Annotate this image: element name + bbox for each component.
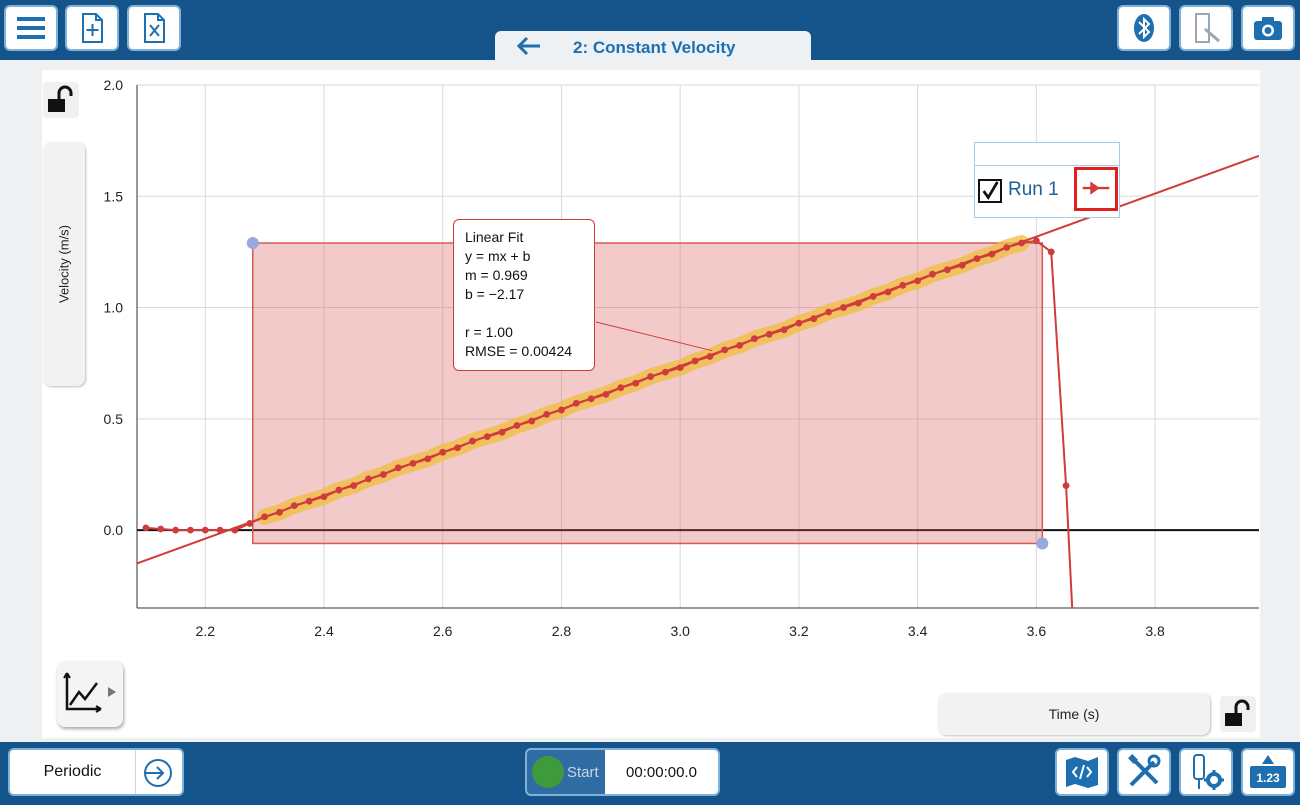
tools-icon — [1128, 754, 1161, 787]
excel-file-icon — [144, 13, 165, 43]
x-axis-lock-button[interactable] — [1220, 696, 1256, 732]
fit-title: Linear Fit — [465, 229, 524, 245]
graph-options-button[interactable] — [57, 661, 123, 727]
camera-button[interactable] — [1241, 5, 1295, 51]
data-collection-settings-icon[interactable] — [140, 755, 176, 791]
bottom-toolbar: Periodic Start 00:00:00.0 — [0, 742, 1300, 805]
tools-button[interactable] — [1117, 748, 1171, 796]
sensor-button[interactable] — [1179, 5, 1233, 51]
y-axis-label: Velocity (m/s) — [56, 224, 72, 304]
linear-fit-annotation[interactable]: Linear Fit y = mx + b m = 0.969 b = −2.1… — [453, 219, 595, 371]
menu-icon — [17, 17, 45, 39]
sensor-icon — [1195, 13, 1220, 43]
meter-button[interactable]: 1.23 — [1241, 748, 1295, 796]
unlocked-padlock-icon — [1225, 699, 1250, 726]
fit-correlation: r = 1.00 — [465, 324, 513, 340]
graph-icon — [63, 672, 116, 713]
collection-mode-label: Periodic — [10, 750, 136, 794]
bluetooth-button[interactable] — [1117, 5, 1171, 51]
legend-divider — [975, 165, 1119, 166]
meter-label: 1.23 — [1256, 771, 1280, 785]
spacer — [465, 304, 583, 323]
start-button[interactable]: Start — [527, 750, 605, 794]
start-indicator-icon — [532, 756, 564, 788]
start-label: Start — [567, 763, 599, 781]
fit-intercept: b = −2.17 — [465, 286, 525, 302]
start-control-group: Start 00:00:00.0 — [525, 748, 720, 796]
new-file-icon — [82, 13, 103, 43]
fit-rmse: RMSE = 0.00424 — [465, 343, 573, 359]
legend-checkbox[interactable] — [978, 179, 1002, 203]
x-axis-label-button[interactable]: Time (s) — [938, 693, 1210, 735]
checkmark-icon — [982, 181, 999, 201]
new-file-button[interactable] — [65, 5, 119, 51]
graph-analysis-button[interactable] — [1055, 748, 1109, 796]
meter-icon: 1.23 — [1250, 755, 1286, 788]
legend-run-label: Run 1 — [1008, 179, 1059, 200]
y-axis-label-button[interactable]: Velocity (m/s) — [43, 142, 85, 386]
collection-mode-selector[interactable]: Periodic — [8, 748, 184, 796]
menu-button[interactable] — [4, 5, 58, 51]
excel-file-button[interactable] — [127, 5, 181, 51]
unlocked-padlock-icon — [48, 85, 73, 112]
x-axis-label: Time (s) — [1048, 706, 1100, 722]
bluetooth-icon — [1134, 14, 1154, 42]
fit-equation: y = mx + b — [465, 248, 531, 264]
legend-series-marker-button[interactable] — [1074, 167, 1118, 211]
sensor-settings-button[interactable] — [1179, 748, 1233, 796]
legend: Run 1 — [974, 142, 1120, 218]
series-marker-icon — [1082, 181, 1110, 195]
back-arrow-icon[interactable] — [515, 35, 543, 57]
elapsed-timer: 00:00:00.0 — [605, 750, 718, 794]
graph-analysis-icon — [1066, 757, 1098, 788]
page-tab[interactable]: 2: Constant Velocity — [495, 31, 811, 61]
camera-icon — [1254, 17, 1282, 40]
y-axis-lock-button[interactable] — [43, 82, 79, 118]
fit-slope: m = 0.969 — [465, 267, 528, 283]
top-toolbar: 2: Constant Velocity — [0, 0, 1300, 61]
page-title: 2: Constant Velocity — [573, 38, 736, 57]
sensor-settings-icon — [1193, 754, 1224, 790]
